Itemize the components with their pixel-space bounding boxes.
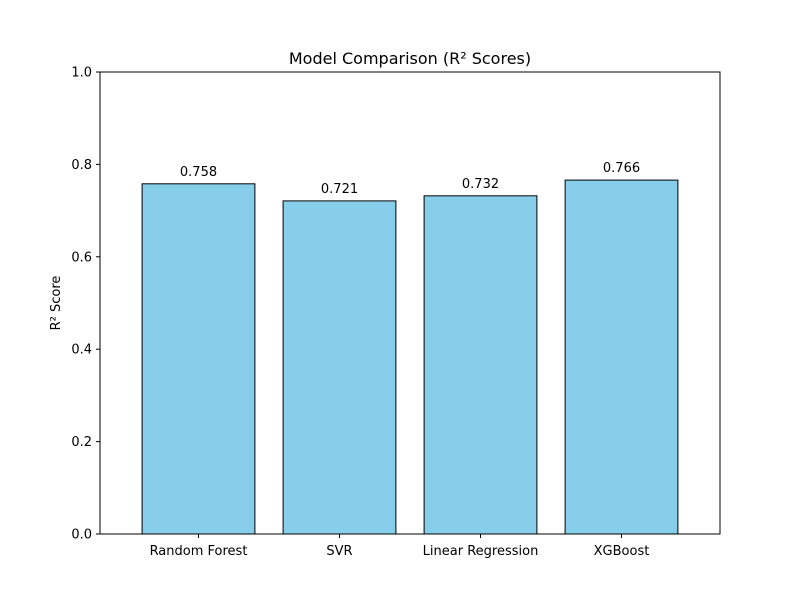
bars-group [141, 179, 679, 535]
bar [141, 183, 256, 535]
y-tick-label: 0.0 [71, 528, 92, 543]
x-axis-ticks: Random Forest SVR Linear Regression XGBoost [150, 534, 650, 559]
y-tick-label: 1.0 [71, 66, 92, 81]
y-tick-label: 0.6 [71, 250, 92, 265]
data-labels: 0.758 0.721 0.732 0.766 [180, 161, 640, 197]
data-label: 0.732 [462, 177, 499, 192]
y-tick-label: 0.2 [71, 435, 92, 450]
x-tick-label: Linear Regression [423, 544, 539, 559]
plot-frame [99, 71, 721, 535]
y-tick-label: 0.8 [71, 158, 92, 173]
data-label: 0.758 [180, 165, 217, 180]
bar [423, 195, 538, 535]
bar [282, 200, 397, 535]
chart-title: Model Comparison (R² Scores) [289, 49, 531, 68]
x-tick-label: XGBoost [594, 544, 650, 559]
x-tick-label: SVR [326, 544, 352, 559]
y-axis-ticks: 0.0 0.2 0.4 0.6 0.8 1.0 [71, 66, 100, 543]
x-tick-label: Random Forest [150, 544, 248, 559]
data-label: 0.721 [321, 182, 358, 197]
bar [564, 179, 679, 535]
data-label: 0.766 [603, 161, 640, 176]
y-axis-title: R² Score [49, 276, 64, 331]
y-tick-label: 0.4 [71, 343, 92, 358]
